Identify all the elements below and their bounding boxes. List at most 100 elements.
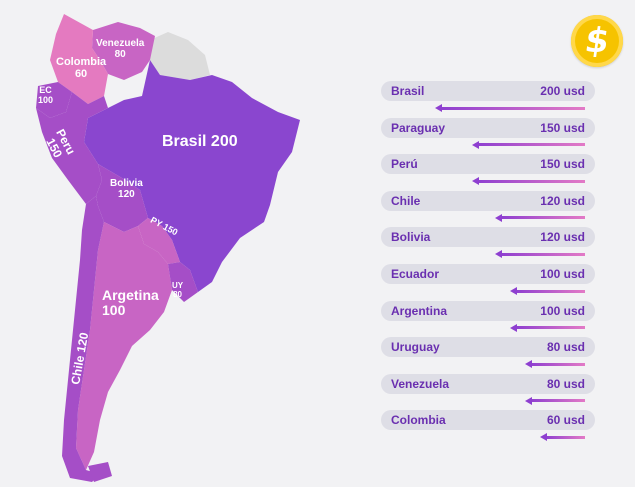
arrow-shaft: [545, 435, 585, 439]
label-uruguay-name: UY: [172, 281, 184, 290]
map-svg: [36, 14, 300, 482]
south-america-map: Brasil 200 Venezuela 80 Colombia 60 EC 1…: [36, 14, 300, 482]
label-colombia-value: 60: [74, 68, 88, 81]
arrow-shaft: [500, 252, 585, 256]
ranking-amount: 80 usd: [546, 340, 585, 355]
ranking-pill: Ecuador 100 usd: [381, 264, 595, 284]
arrow-shaft: [515, 326, 585, 330]
arrow-head-icon: [510, 287, 517, 295]
ranking-country: Uruguay: [391, 340, 440, 355]
ranking-pill: Colombia 60 usd: [381, 410, 595, 431]
label-argentina-value: 100: [102, 302, 126, 319]
label-venezuela-name: Venezuela: [96, 38, 145, 49]
region-argentina: [76, 222, 172, 470]
label-ecuador-value: 100: [38, 94, 54, 105]
ranking-amount: 100 usd: [540, 267, 585, 281]
ranking-row: Colombia 60 usd: [381, 410, 595, 448]
arrow-head-icon: [435, 104, 442, 112]
region-peru: [36, 92, 108, 204]
label-uruguay-value: 80: [173, 289, 183, 299]
region-bolivia: [96, 164, 148, 232]
ranking-country: Paraguay: [391, 120, 446, 135]
ranking-pill: Perú 150 usd: [381, 154, 595, 175]
region-tierra-del-fuego: [88, 462, 112, 482]
ranking-amount: 200 usd: [540, 84, 585, 98]
arrow-shaft: [530, 399, 585, 403]
label-ecuador: EC 100: [38, 85, 54, 106]
ranking-row: Venezuela 80 usd: [381, 373, 595, 412]
label-colombia: Colombia 60: [56, 56, 106, 80]
label-argentina-name: Argetina: [102, 287, 159, 303]
ranking-row: Argentina 100 usd: [381, 300, 595, 339]
ranking-row: Perú 150 usd: [381, 154, 595, 192]
ranking-arrow-bar: [540, 433, 585, 442]
ranking-country: Chile: [391, 193, 421, 208]
label-uruguay: UY 80: [172, 281, 184, 300]
ranking-pill: Venezuela 80 usd: [381, 373, 595, 394]
label-brasil: Brasil 200: [162, 133, 238, 150]
dollar-coin-icon: $: [571, 15, 623, 67]
ranking-row: Brasil 200 usd: [381, 81, 595, 119]
label-argentina: Argetina 100: [102, 287, 159, 319]
label-bolivia: Bolivia 120: [110, 178, 143, 200]
ranking-country: Brasil: [391, 84, 425, 98]
region-colombia: [50, 14, 108, 104]
region-venezuela: [92, 22, 155, 80]
arrow-head-icon: [495, 213, 502, 222]
region-guianas: [150, 32, 210, 80]
ranking-country: Perú: [391, 157, 418, 172]
ranking-arrow-bar: [525, 360, 585, 369]
label-venezuela: Venezuela 80: [96, 38, 144, 60]
ranking-row: Bolivia 120 usd: [381, 227, 595, 265]
ranking-pill: Bolivia 120 usd: [381, 227, 595, 248]
ranking-country: Venezuela: [391, 376, 450, 391]
ranking-amount: 80 usd: [546, 376, 585, 391]
ranking-country: Colombia: [391, 413, 446, 428]
region-chile: [62, 196, 104, 482]
region-uruguay: [168, 262, 198, 302]
ranking-arrow-bar: [510, 287, 585, 295]
ranking-amount: 100 usd: [540, 303, 585, 318]
ranking-arrow-bar: [510, 323, 585, 332]
ranking-country: Bolivia: [391, 230, 431, 245]
ranking-row: Paraguay 150 usd: [381, 117, 595, 156]
ranking-pill: Paraguay 150 usd: [381, 117, 595, 138]
ranking-arrow-bar: [472, 140, 585, 149]
label-bolivia-value: 120: [118, 189, 135, 200]
ranking-arrow-bar: [525, 396, 585, 405]
ranking-arrow-bar: [435, 104, 585, 112]
region-paraguay: [138, 218, 180, 264]
arrow-shaft: [530, 362, 585, 366]
arrow-head-icon: [510, 323, 517, 332]
arrow-shaft: [515, 289, 585, 293]
ranking-row: Uruguay 80 usd: [381, 337, 595, 375]
ranking-country: Argentina: [391, 303, 448, 318]
arrow-shaft: [477, 179, 585, 183]
arrow-shaft: [440, 106, 585, 110]
ranking-arrow-bar: [495, 213, 585, 222]
arrow-head-icon: [472, 140, 479, 149]
ranking-arrow-bar: [472, 177, 585, 186]
ranking-amount: 150 usd: [540, 120, 585, 135]
arrow-shaft: [477, 143, 585, 147]
ranking-country: Ecuador: [391, 267, 440, 281]
ranking-pill: Chile 120 usd: [381, 190, 595, 211]
label-ecuador-name: EC: [39, 85, 52, 95]
region-ecuador: [36, 82, 72, 118]
arrow-shaft: [500, 216, 585, 220]
arrow-head-icon: [525, 360, 532, 369]
arrow-head-icon: [540, 433, 547, 442]
ranking-amount: 120 usd: [540, 193, 585, 208]
label-colombia-name: Colombia: [56, 56, 107, 68]
ranking-pill: Uruguay 80 usd: [381, 337, 595, 358]
region-brasil: [84, 60, 300, 292]
dollar-glyph: $: [582, 21, 612, 61]
arrow-head-icon: [472, 177, 479, 186]
arrow-head-icon: [495, 250, 502, 259]
label-bolivia-name: Bolivia: [110, 178, 143, 189]
ranking-row: Chile 120 usd: [381, 190, 595, 229]
ranking-pill: Argentina 100 usd: [381, 300, 595, 321]
ranking-amount: 60 usd: [546, 413, 585, 428]
label-venezuela-value: 80: [114, 49, 126, 60]
ranking-amount: 120 usd: [540, 230, 585, 245]
